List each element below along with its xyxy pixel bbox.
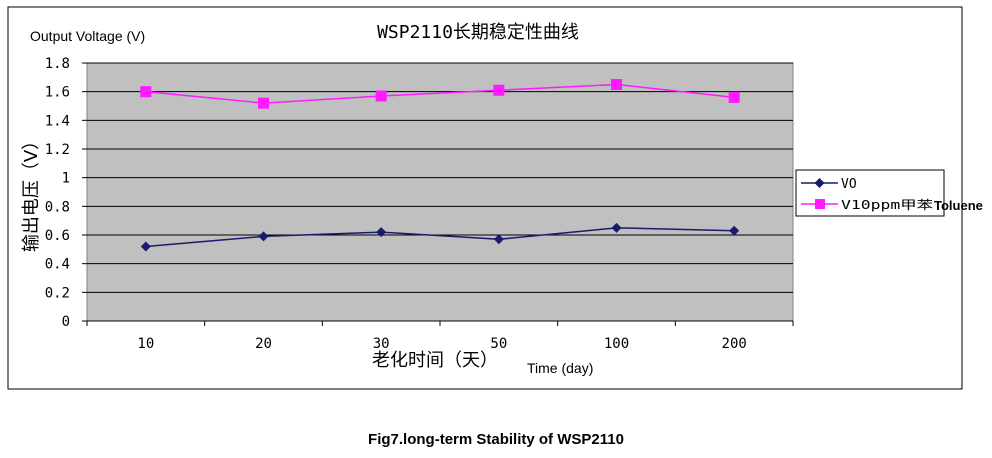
- data-point-vo: [140, 241, 151, 252]
- data-point-v10ppm: [611, 79, 622, 90]
- y-tick-label: 1.8: [45, 56, 70, 72]
- x-tick-label: 200: [722, 336, 747, 352]
- x-axis-ticks: [86, 320, 794, 326]
- data-point-vo: [493, 234, 504, 245]
- x-tick-label: 10: [137, 336, 154, 352]
- chart-title: WSP2110长期稳定性曲线: [377, 22, 579, 43]
- data-point-vo: [729, 225, 740, 236]
- y-tick-label: 0.2: [45, 285, 70, 301]
- y-tick-label: 1: [62, 171, 70, 187]
- series-line-0: [145, 227, 735, 248]
- data-point-vo: [611, 222, 622, 233]
- legend: VO V10ppm甲苯 Toluene: [795, 169, 983, 217]
- data-point-v10ppm: [493, 84, 505, 96]
- legend-marker-vo: [814, 178, 825, 188]
- series-layer: [140, 79, 740, 252]
- x-tick-label: 100: [604, 336, 629, 352]
- y-tick-label: 0.6: [45, 228, 70, 244]
- data-point-v10ppm: [258, 97, 269, 109]
- x-tick-label: 20: [255, 336, 272, 352]
- data-point-v10ppm: [375, 90, 387, 102]
- y-tick-label: 1.6: [45, 85, 70, 101]
- data-point-v10ppm: [140, 86, 152, 98]
- y-tick-label: 1.4: [45, 113, 70, 129]
- legend-label-v10ppm: V10ppm甲苯: [841, 198, 933, 212]
- x-tick-label: 30: [373, 336, 390, 352]
- x-axis-label-cn: 老化时间（天）: [372, 350, 498, 371]
- y-axis-label-en: Output Voltage (V): [30, 28, 145, 44]
- y-tick-label: 0: [62, 314, 70, 330]
- x-axis-label-en: Time (day): [527, 360, 593, 376]
- grid-lines: [82, 62, 793, 322]
- series-line-1: [145, 83, 735, 104]
- figure-caption: Fig7.long-term Stability of WSP2110: [368, 431, 624, 448]
- y-axis-tick-labels: 1.8 1.6 1.4 1.2 1 0.8 0.6 0.4 0.2 0: [45, 56, 70, 330]
- data-point-vo: [258, 231, 269, 242]
- x-axis-tick-labels: 10 20 30 50 100 200: [137, 336, 746, 352]
- legend-label-vo: VO: [841, 177, 857, 192]
- y-tick-label: 0.8: [45, 199, 70, 215]
- x-tick-label: 50: [490, 336, 507, 352]
- plot-area: [86, 62, 794, 322]
- y-tick-label: 0.4: [45, 257, 70, 273]
- y-tick-label: 1.2: [45, 142, 70, 158]
- y-axis-label-cn: 输出电压（V）: [21, 132, 42, 252]
- data-point-vo: [376, 227, 387, 238]
- legend-marker-v10ppm: [815, 199, 825, 209]
- data-point-v10ppm: [728, 91, 740, 103]
- legend-label-toluene: Toluene: [934, 198, 983, 213]
